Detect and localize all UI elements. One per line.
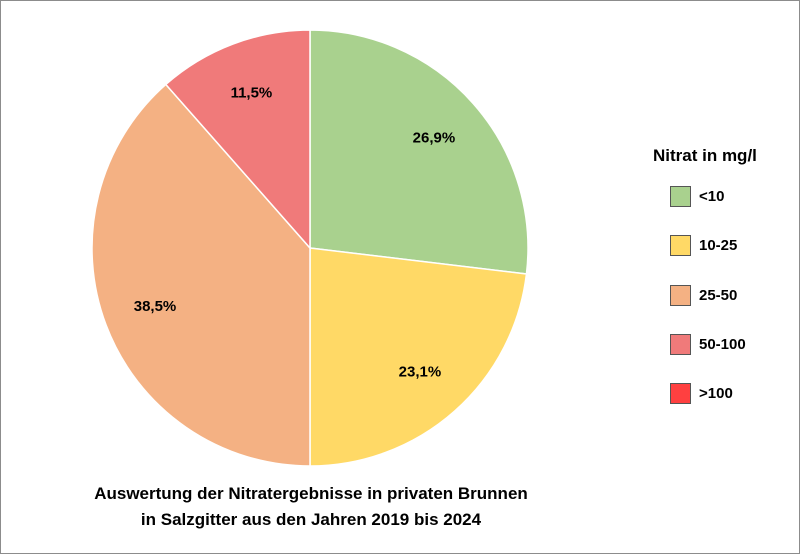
legend-item-lt10: <10: [670, 184, 724, 208]
legend-label: 25-50: [699, 286, 738, 304]
legend-swatch: [670, 382, 691, 404]
chart-caption-line-1: Auswertung der Nitratergebnisse in priva…: [94, 484, 528, 503]
pie-slice-2: [91, 83, 311, 467]
pie-labels: 26,9% 23,1% 38,5% 11,5%: [134, 85, 455, 381]
pie-slice-label-3: 11,5%: [231, 85, 273, 102]
legend-label: >100: [699, 384, 733, 402]
pie-slice-label-2: 38,5%: [134, 298, 177, 315]
legend-label: 50-100: [699, 335, 746, 353]
legend-swatch: [670, 284, 691, 306]
pie-slice-3: [164, 29, 311, 250]
pie-slices: [91, 29, 529, 467]
legend-label: <10: [699, 187, 725, 205]
legend-label: 10-25: [699, 236, 738, 254]
legend-swatch: [670, 333, 691, 355]
legend-title: Nitrat in mg/l: [653, 146, 757, 165]
legend-swatch: [670, 234, 691, 256]
legend-item-25-50: 25-50: [670, 283, 737, 307]
legend-item-50-100: 50-100: [670, 332, 746, 356]
pie-slice-1: [309, 247, 528, 467]
pie-slice-label-1: 23,1%: [399, 363, 442, 380]
legend-item-gt100: >100: [670, 381, 733, 405]
pie-slice-label-0: 26,9%: [413, 130, 456, 147]
pie-slice-0: [309, 29, 529, 275]
legend-swatch: [670, 185, 691, 207]
chart-caption-line-2: in Salzgitter aus den Jahren 2019 bis 20…: [140, 510, 482, 529]
legend-item-10-25: 10-25: [670, 233, 737, 257]
